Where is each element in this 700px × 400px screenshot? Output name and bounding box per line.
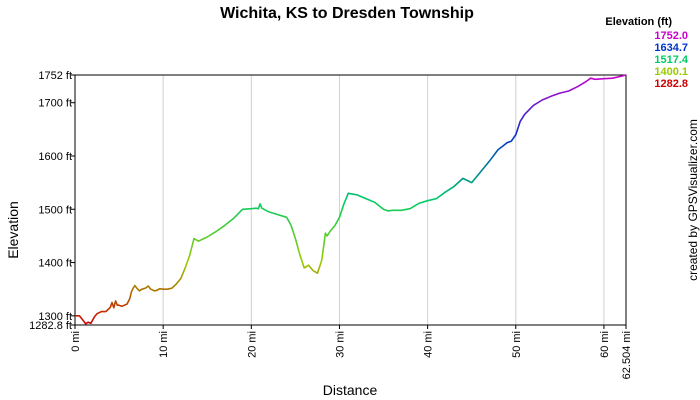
x-axis-title: Distance bbox=[323, 382, 378, 398]
series-group bbox=[75, 74, 627, 325]
x-tick-label: 30 mi bbox=[334, 331, 346, 358]
legend-item: 1634.7 bbox=[654, 42, 688, 54]
x-axis-ticks: 0 mi 10 mi 20 mi 30 mi 40 mi 50 mi 60 mi 62.504… bbox=[70, 325, 633, 379]
legend-item: 1282.8 bbox=[654, 78, 688, 90]
legend-item: 1400.1 bbox=[654, 66, 688, 78]
plot-area bbox=[74, 74, 627, 326]
y-tick-label: 1752 ft bbox=[38, 70, 72, 82]
x-tick-label: 62.504 mi bbox=[621, 331, 633, 379]
x-tick-label: 0 mi bbox=[70, 331, 82, 352]
y-tick-label: 1700 ft bbox=[38, 98, 72, 110]
y-axis-title: Elevation bbox=[5, 201, 21, 259]
x-tick-label: 50 mi bbox=[511, 331, 523, 358]
y-tick-label: 1500 ft bbox=[38, 204, 72, 216]
legend-item: 1517.4 bbox=[654, 54, 689, 66]
y-tick-label: 1300 ft bbox=[38, 311, 72, 323]
credit-text: created by GPSVisualizer.com bbox=[686, 119, 700, 281]
chart-title: Wichita, KS to Dresden Township bbox=[220, 5, 474, 22]
x-tick-label: 20 mi bbox=[246, 331, 258, 358]
x-tick-label: 60 mi bbox=[599, 331, 611, 358]
legend-title: Elevation (ft) bbox=[605, 16, 672, 28]
x-tick-label: 40 mi bbox=[423, 331, 435, 358]
legend-item: 1752.0 bbox=[654, 30, 688, 42]
elevation-line bbox=[75, 74, 627, 325]
y-tick-label: 1282.8 ft bbox=[29, 320, 72, 332]
grid-lines bbox=[162, 75, 605, 325]
x-tick-label: 10 mi bbox=[158, 331, 170, 358]
y-tick-label: 1600 ft bbox=[38, 151, 72, 163]
y-tick-label: 1400 ft bbox=[38, 258, 72, 270]
